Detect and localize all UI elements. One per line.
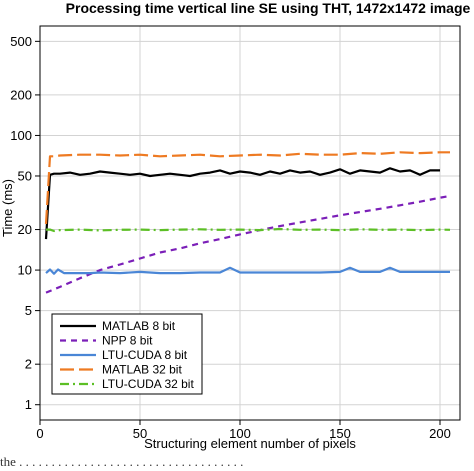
x-axis-label: Structuring element number of pixels [144,436,356,451]
series-line-2 [45,194,451,294]
x-tick-label: 0 [36,426,43,441]
series-line-1 [44,167,440,240]
legend-label: LTU-CUDA 32 bit [102,377,194,391]
axis-ticks: 0 50 100 150 200 1 2 5 10 20 50 100 200 500 [10,34,451,441]
series-lines [44,151,451,294]
legend-label: LTU-CUDA 8 bit [102,348,188,362]
legend-label: MATLAB 32 bit [102,363,182,377]
y-tick-label: 10 [18,263,32,278]
y-tick-label: 100 [10,128,32,143]
x-tick-label: 200 [429,426,451,441]
y-tick-label: 500 [10,34,32,49]
y-tick-label: 1 [25,397,32,412]
x-tick-label: 100 [229,426,251,441]
legend-label: MATLAB 8 bit [102,319,176,333]
figure-caption: the . . . . . . . . . . . . . . . . . . … [0,454,244,469]
grid [39,26,460,420]
y-tick-label: 50 [18,168,32,183]
y-tick-label: 200 [10,87,32,102]
chart: Processing time vertical line SE using T… [0,0,471,451]
chart-title: Processing time vertical line SE using T… [66,0,471,16]
series-line-3 [45,266,450,275]
y-axis-label: Time (ms) [0,179,15,237]
series-line-5 [46,227,451,233]
x-tick-label: 50 [133,426,147,441]
legend-label: NPP 8 bit [102,334,153,348]
y-tick-label: 20 [18,222,32,237]
series-line-4 [44,151,450,225]
plot-frame [39,25,461,421]
y-tick-label: 2 [25,357,32,372]
y-tick-label: 5 [25,303,32,318]
x-tick-label: 150 [329,426,351,441]
